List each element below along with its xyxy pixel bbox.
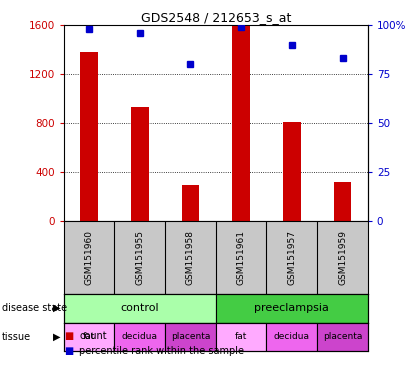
Text: ▶: ▶ bbox=[53, 303, 61, 313]
Text: GSM151960: GSM151960 bbox=[85, 230, 94, 285]
Text: ■: ■ bbox=[64, 331, 73, 341]
Bar bbox=[266, 323, 317, 351]
Text: decidua: decidua bbox=[122, 333, 158, 341]
Bar bbox=[64, 323, 114, 351]
Text: tissue: tissue bbox=[2, 332, 31, 342]
Bar bbox=[64, 294, 216, 323]
Text: GSM151959: GSM151959 bbox=[338, 230, 347, 285]
Text: control: control bbox=[120, 303, 159, 313]
Bar bbox=[131, 107, 149, 221]
Text: GSM151955: GSM151955 bbox=[135, 230, 144, 285]
Text: count: count bbox=[79, 331, 107, 341]
Bar bbox=[80, 52, 98, 221]
Text: GSM151961: GSM151961 bbox=[237, 230, 246, 285]
Bar bbox=[165, 323, 216, 351]
Bar bbox=[216, 323, 266, 351]
Bar bbox=[317, 323, 368, 351]
Text: GSM151957: GSM151957 bbox=[287, 230, 296, 285]
Bar bbox=[232, 26, 250, 221]
Title: GDS2548 / 212653_s_at: GDS2548 / 212653_s_at bbox=[141, 11, 291, 24]
Bar bbox=[283, 122, 301, 221]
Bar bbox=[182, 185, 199, 221]
Bar bbox=[334, 182, 351, 221]
Text: disease state: disease state bbox=[2, 303, 67, 313]
Text: preeclampsia: preeclampsia bbox=[254, 303, 329, 313]
Text: ▶: ▶ bbox=[53, 332, 61, 342]
Bar bbox=[114, 323, 165, 351]
Text: fat: fat bbox=[235, 333, 247, 341]
Text: decidua: decidua bbox=[274, 333, 310, 341]
Bar bbox=[216, 294, 368, 323]
Text: fat: fat bbox=[83, 333, 95, 341]
Text: placenta: placenta bbox=[323, 333, 362, 341]
Text: ■: ■ bbox=[64, 346, 73, 356]
Text: percentile rank within the sample: percentile rank within the sample bbox=[79, 346, 244, 356]
Text: GSM151958: GSM151958 bbox=[186, 230, 195, 285]
Text: placenta: placenta bbox=[171, 333, 210, 341]
